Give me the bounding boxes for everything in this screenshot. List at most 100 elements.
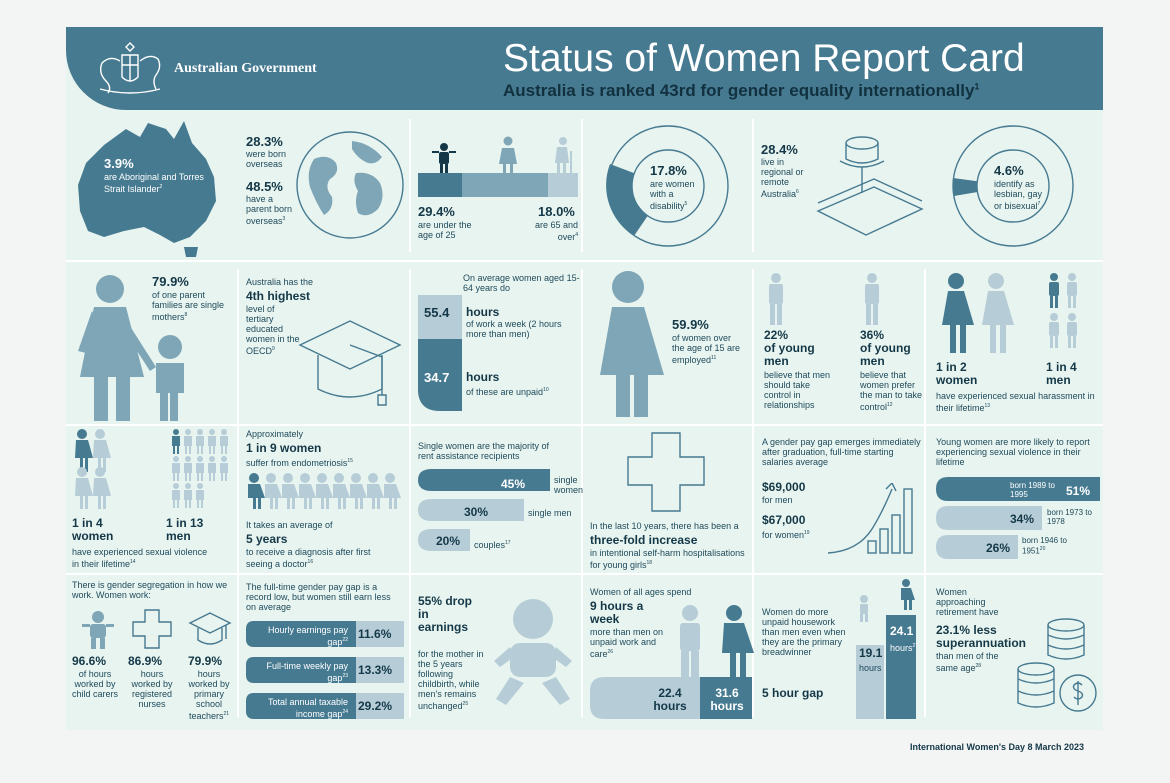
lgb-ring-icon <box>952 125 1074 247</box>
housework-bar-women <box>886 615 916 719</box>
housework-men-value: 19.1 <box>859 646 883 660</box>
care-bar-men <box>590 677 700 719</box>
grad-gap-title: A gender pay gap emerges immediately aft… <box>762 437 921 467</box>
tertiary-pre: Australia has the <box>246 277 314 287</box>
housework-women-label: hours27 <box>890 643 919 653</box>
violence-men: 1 in 13 men <box>166 516 204 543</box>
violence-young-value-0: 51% <box>1066 484 1091 498</box>
housework-bar-men <box>856 645 884 719</box>
pay-gap-label-2: Total annual taxable income gap24 <box>267 697 348 719</box>
violence-young-chart <box>936 477 1100 559</box>
diagnosis-text: to receive a diagnosis after first seein… <box>246 547 371 569</box>
column-divider <box>409 269 411 717</box>
young-man-icon <box>865 273 879 325</box>
parent-overseas-text: have a parent born overseas3 <box>246 194 293 226</box>
men-harassment-icon <box>1049 273 1077 348</box>
violence-young-title: Young women are more likely to report ex… <box>936 437 1090 467</box>
violence-young-label-2: born 1946 to 195120 <box>1022 536 1067 556</box>
rent-bar-0 <box>418 469 550 491</box>
care-value: 9 hours a week <box>590 599 644 626</box>
violence-young-value-1: 34% <box>1010 512 1035 526</box>
rent-bar-2 <box>418 529 470 551</box>
endo-text: suffer from endometriosis15 <box>246 458 353 468</box>
disability-ring-icon <box>606 125 729 247</box>
harassment-text: have experienced sexual harassment in th… <box>936 391 1095 413</box>
rent-chart <box>418 469 550 551</box>
earnings-drop-value: 55% drop in earnings <box>418 594 473 634</box>
selfharm-value: three-fold increase <box>590 533 698 547</box>
care-text: more than men on unpaid work and care26 <box>590 627 664 659</box>
violence-text: have experienced sexual violence in thei… <box>72 547 208 569</box>
employed-text: of women over the age of 15 are employed… <box>672 333 741 365</box>
rent-label-2: couples17 <box>474 540 511 550</box>
single-parents-text: of one parent families are single mother… <box>152 290 225 322</box>
young-man-icon <box>769 273 783 325</box>
housework-chart <box>856 579 916 719</box>
rent-bar-1 <box>418 499 524 521</box>
endo-value: 1 in 9 women <box>246 441 322 455</box>
indigenous-text: are Aboriginal and Torres Strait Islande… <box>104 172 204 194</box>
segregation-value-2: 79.9% <box>188 654 223 668</box>
pay-gap-label-1: Full-time weekly pay gap23 <box>266 661 348 683</box>
segregation-text-2: hours worked by primary school teachers2… <box>188 669 230 721</box>
mother-child-icon <box>78 275 184 421</box>
header-banner: Australian Government Status of Women Re… <box>66 27 1103 110</box>
column-divider <box>409 119 411 252</box>
violence-figures-icon <box>75 429 228 509</box>
rent-value-1: 30% <box>464 505 489 519</box>
pay-gap-value-0: 11.6% <box>358 627 392 641</box>
super-text: than men of the same age28 <box>936 651 999 673</box>
selfharm-text: in intentional self-harm hospitalisation… <box>590 548 745 570</box>
violence-young-label-1: born 1973 to 1978 <box>1047 508 1092 526</box>
tertiary-value: 4th highest <box>246 289 311 303</box>
born-overseas-value: 28.3% <box>246 134 283 149</box>
segregation-value-0: 96.6% <box>72 654 107 668</box>
indigenous-value: 3.9% <box>104 156 134 171</box>
young-men-36-label: of young men <box>860 341 911 368</box>
coat-of-arms-icon <box>99 42 161 94</box>
young-men-22-label: of young men <box>764 341 815 368</box>
young-men-22-text: believe that men should take control in … <box>764 370 831 410</box>
hours-work-label: hours <box>466 305 500 319</box>
row-divider <box>66 573 1103 575</box>
column-divider <box>237 269 239 717</box>
teacher-cap-icon <box>188 612 232 645</box>
column-divider <box>752 119 754 252</box>
column-divider <box>581 119 583 252</box>
graduation-cap-icon <box>298 320 402 406</box>
column-divider <box>924 269 926 717</box>
rent-value-2: 20% <box>436 534 461 548</box>
endo-pre: Approximately <box>246 429 304 439</box>
over65-value: 18.0% <box>538 204 575 219</box>
row-divider <box>66 260 1103 262</box>
violence-young-bar-0 <box>936 477 1100 501</box>
medical-cross-icon <box>627 432 705 512</box>
care-figures-icon <box>680 605 754 677</box>
care-chart <box>590 677 752 719</box>
pay-gap-value-2: 29.2% <box>358 699 393 713</box>
child-carer-icon <box>82 611 114 649</box>
hours-unpaid-value: 34.7 <box>424 370 450 385</box>
housework-women-value: 24.1 <box>890 624 914 638</box>
over65-text: are 65 and over4 <box>534 220 578 242</box>
rent-value-0: 45% <box>501 477 526 491</box>
segregation-title: There is gender segregation in how we wo… <box>72 580 228 600</box>
woman-figure-icon <box>600 271 664 417</box>
born-overseas-text: were born overseas <box>246 149 287 169</box>
pay-gap-bar-0 <box>246 621 356 647</box>
hours-intro: On average women aged 15-64 years do <box>463 273 580 293</box>
salary-growth-icon <box>827 483 913 554</box>
women-harassment-icon <box>942 273 1014 353</box>
lgb-value: 4.6% <box>994 163 1024 178</box>
hours-unpaid-label: hours <box>466 370 500 384</box>
super-pre: Women approaching retirement have <box>936 587 999 617</box>
harassment-men: 1 in 4 men <box>1046 360 1077 387</box>
housework-gap: 5 hour gap <box>762 686 824 700</box>
endo-figures-icon <box>248 473 401 509</box>
map-pin-icon <box>816 136 924 236</box>
report-card: Australian Government Status of Women Re… <box>66 27 1103 730</box>
tertiary-text: level of tertiary educated women in the … <box>246 304 300 356</box>
column-divider <box>752 269 754 717</box>
employed-value: 59.9% <box>672 317 709 332</box>
grad-women-value: $67,000 <box>762 513 806 527</box>
